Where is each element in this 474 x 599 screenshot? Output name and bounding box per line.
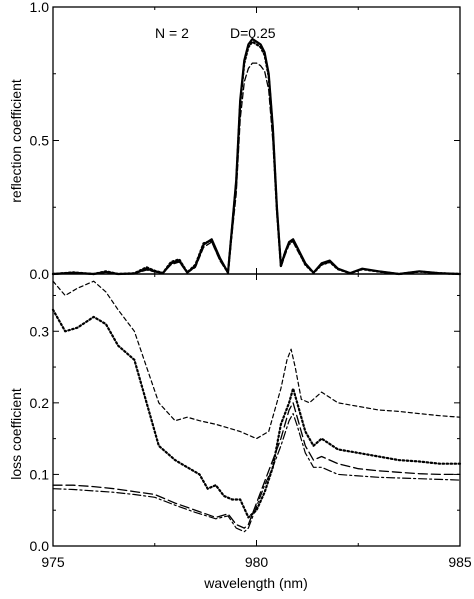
annotation-d: D=0.25 [230, 25, 276, 41]
reflection-y-tick-label: 1.0 [30, 0, 50, 15]
reflection-plot-frame [52, 6, 461, 275]
x-axis-label: wavelength (nm) [203, 575, 308, 591]
reflection-y-tick-label: 0.5 [30, 133, 50, 149]
reflection-y-ticks: 0.0 0.5 1.0 [30, 0, 461, 282]
reflection-y-tick-label: 0.0 [30, 266, 50, 282]
loss-axis-ticks: 0.0 0.1 0.2 0.3 975 980 985 [30, 274, 472, 570]
loss-y-tick-label: 0.2 [30, 395, 50, 411]
reflection-curves [51, 37, 462, 276]
loss-y-tick-label: 0.3 [30, 323, 50, 339]
reflection-panel: 0.0 0.5 1.0 N = 2 D=0.25 reflection coeffi… [8, 0, 462, 282]
x-tick-label: 985 [448, 554, 472, 570]
loss-panel: 0.0 0.1 0.2 0.3 975 980 985 loss coefficient w… [8, 273, 472, 591]
x-tick-label: 980 [245, 554, 269, 570]
loss-y-axis-label: loss coefficient [8, 388, 24, 480]
loss-series-dash-dot-line [52, 413, 461, 533]
loss-y-tick-label: 0.1 [30, 466, 50, 482]
loss-series-dotted-line [51, 308, 462, 519]
loss-y-tick-label: 0.0 [30, 538, 50, 554]
reflection-series-solid-line [51, 37, 462, 276]
loss-series-long-dash-line [52, 402, 461, 529]
reflection-y-axis-label: reflection coefficient [8, 79, 24, 203]
loss-curves [51, 280, 462, 533]
reflection-series-dotted-line [51, 40, 462, 276]
loss-series-short-dash-line [52, 280, 461, 440]
annotation-n: N = 2 [155, 25, 189, 41]
x-tick-label: 975 [41, 554, 65, 570]
loss-plot-frame [52, 273, 461, 547]
reflection-series-dashed-line [52, 62, 461, 275]
